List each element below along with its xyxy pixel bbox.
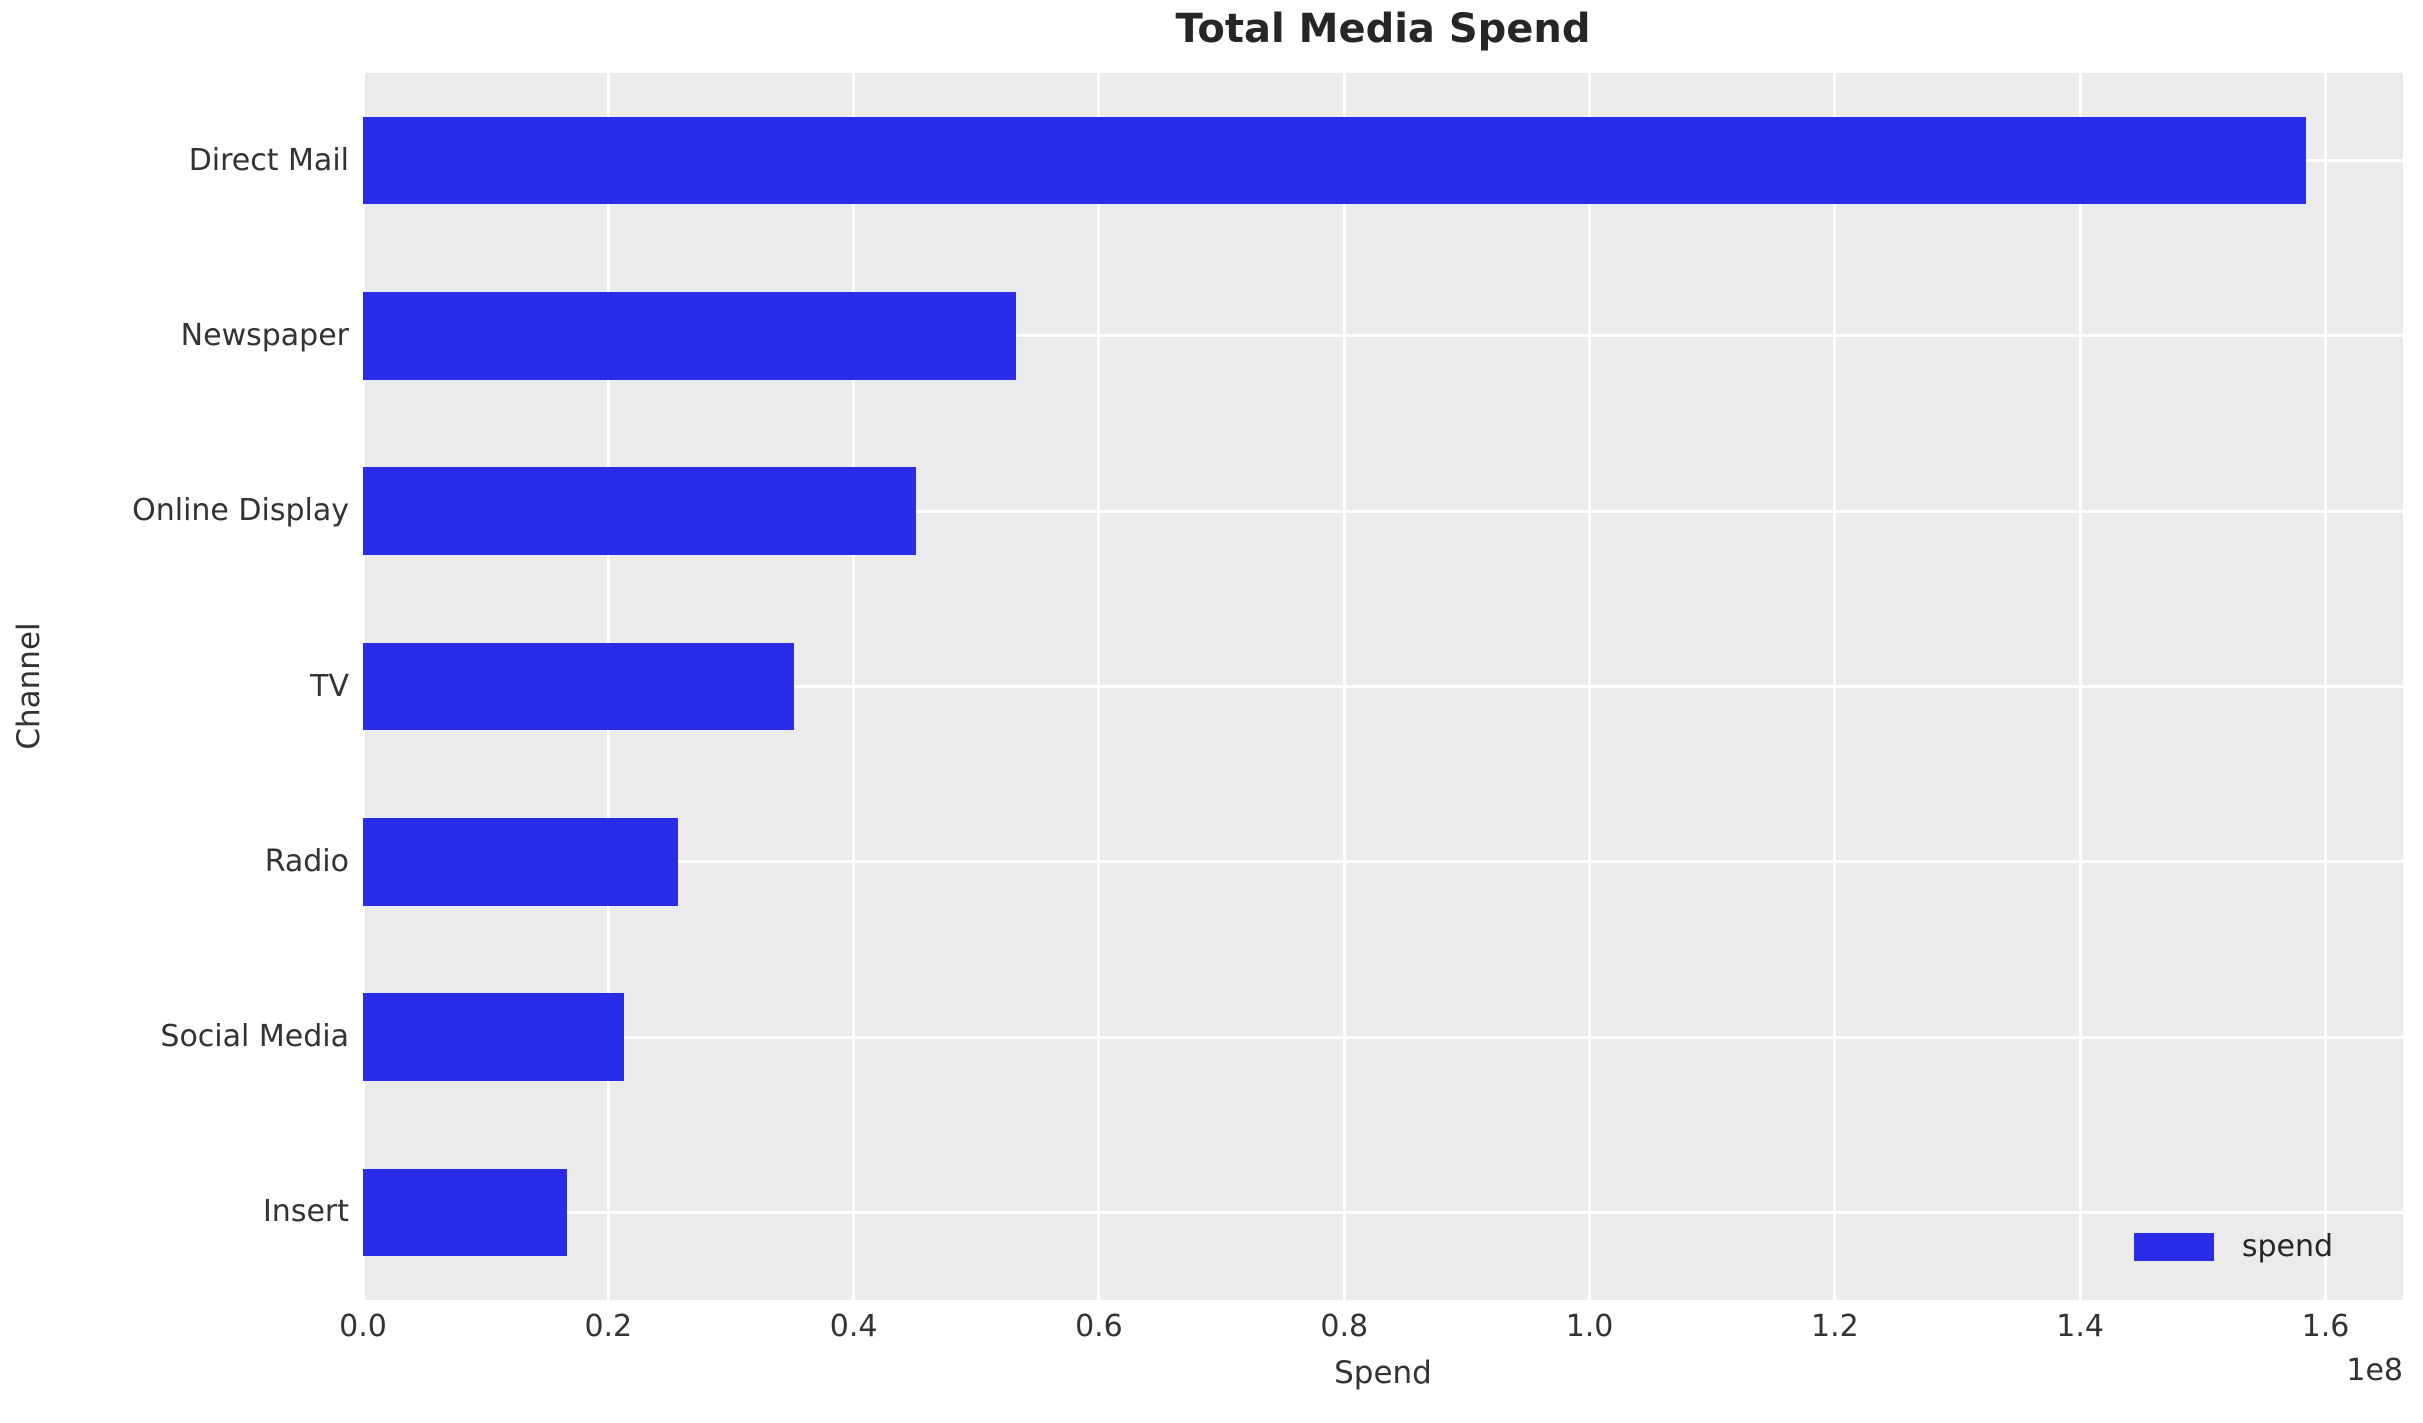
chart-title: Total Media Spend <box>1175 6 1591 52</box>
y-tick-label: Insert <box>262 1194 349 1230</box>
y-gridline <box>363 860 2403 864</box>
bar-radio <box>363 817 679 906</box>
x-axis-offset-text: 1e8 <box>2346 1353 2403 1388</box>
plot-area: spend <box>361 73 2403 1300</box>
x-tick-label: 0.4 <box>829 1309 878 1344</box>
y-gridline <box>363 685 2403 688</box>
bar-newspaper <box>363 292 1016 380</box>
x-tick-label: 0.8 <box>1320 1309 1369 1344</box>
bar-online-display <box>363 467 917 556</box>
legend-swatch <box>2133 1233 2214 1261</box>
legend-label: spend <box>2241 1229 2333 1264</box>
y-gridline <box>363 1210 2403 1214</box>
y-axis-label: Channel <box>11 622 47 750</box>
y-tick-label: Online Display <box>132 493 349 529</box>
bar-social-media <box>363 993 625 1081</box>
x-tick-label: 1.0 <box>1565 1309 1614 1344</box>
y-tick-label: Social Media <box>160 1019 349 1055</box>
x-axis-label: Spend <box>1334 1355 1432 1391</box>
y-tick-label: Radio <box>264 843 349 879</box>
x-tick-label: 1.2 <box>1811 1309 1859 1344</box>
x-tick-label: 0.0 <box>339 1309 387 1344</box>
x-tick-label: 0.2 <box>584 1309 633 1344</box>
y-gridline <box>363 334 2403 338</box>
y-gridline <box>363 1035 2403 1039</box>
x-tick-label: 0.6 <box>1075 1309 1123 1344</box>
y-tick-label: Direct Mail <box>188 142 349 178</box>
bar-tv <box>363 642 794 731</box>
y-gridline <box>363 509 2403 513</box>
y-tick-label: Newspaper <box>180 317 349 353</box>
bar-direct-mail <box>363 116 2306 205</box>
legend: spend <box>2133 1229 2333 1264</box>
bar-insert <box>363 1168 567 1257</box>
y-tick-label: TV <box>310 668 349 704</box>
x-tick-label: 1.6 <box>2301 1309 2350 1344</box>
x-tick-label: 1.4 <box>2056 1309 2105 1344</box>
